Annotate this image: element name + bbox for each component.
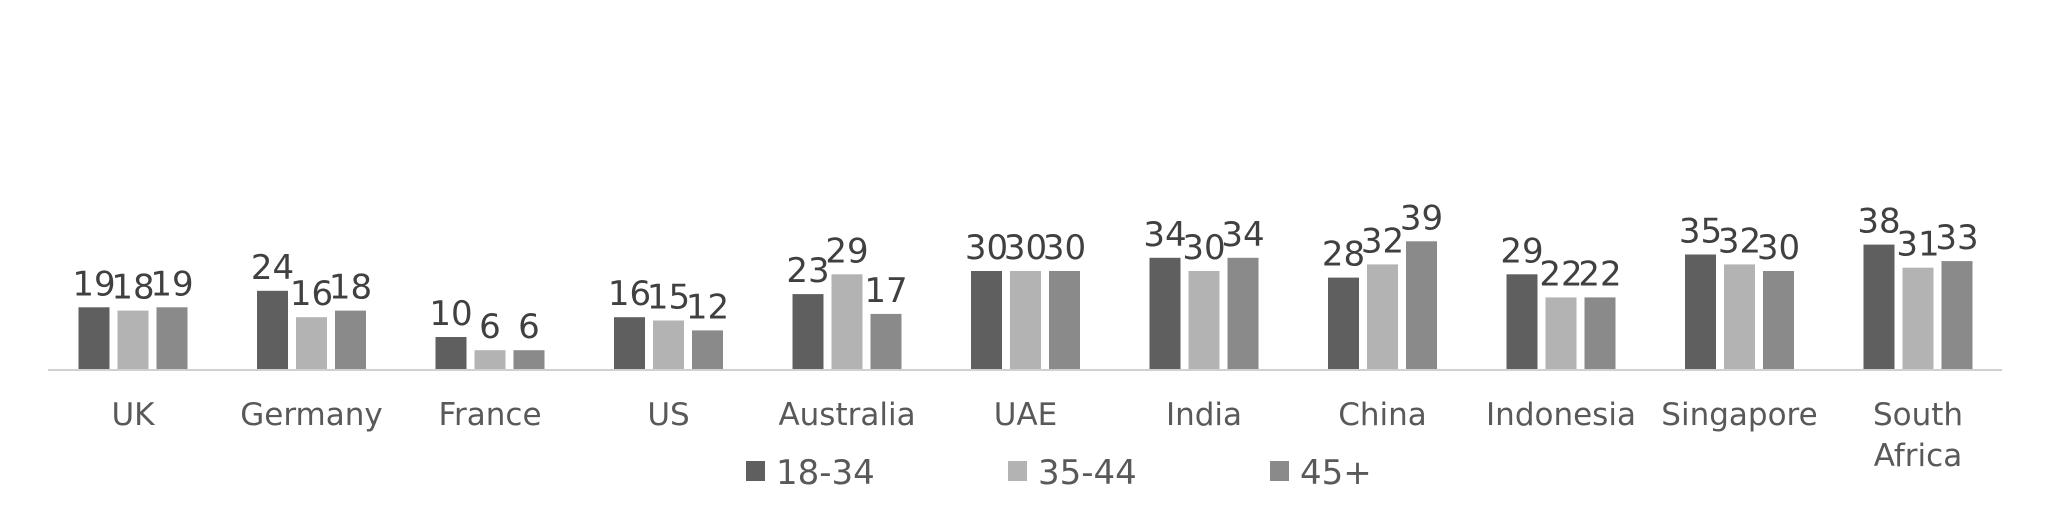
category-label: South Africa [1873, 397, 1963, 474]
data-label: 10 [429, 294, 472, 334]
data-label: 29 [825, 231, 868, 271]
data-label: 12 [686, 287, 729, 327]
category-label: Australia [778, 397, 915, 433]
data-label: 22 [1578, 254, 1621, 294]
bar-uae-45- [1049, 271, 1080, 370]
category-label: China [1338, 397, 1427, 433]
data-label: 30 [1757, 228, 1800, 268]
bars-layer [78, 241, 1973, 370]
data-label: 6 [479, 307, 501, 347]
bar-australia-35-44 [831, 274, 863, 370]
category-label: US [647, 397, 689, 433]
bar-uae-18-34 [971, 271, 1002, 370]
bar-germany-45- [335, 310, 366, 370]
bar-france-35-44 [474, 350, 506, 370]
data-label: 16 [290, 274, 333, 314]
category-label: Singapore [1661, 397, 1817, 433]
category-labels-layer: UK Germany France US Australia UAE India China I… [111, 397, 1963, 474]
data-label: 32 [1718, 221, 1761, 261]
legend-label: 35-44 [1038, 453, 1137, 493]
data-label: 30 [1043, 228, 1086, 268]
bar-australia-45- [870, 313, 902, 370]
bar-indonesia-45- [1584, 297, 1616, 370]
bar-india-18-34 [1149, 257, 1181, 370]
data-label: 30 [965, 228, 1008, 268]
data-label: 15 [647, 278, 690, 318]
category-label: UK [111, 397, 155, 433]
data-label: 30 [1004, 228, 1047, 268]
bar-germany-35-44 [296, 317, 327, 370]
data-label: 31 [1896, 225, 1939, 265]
data-label: 23 [786, 251, 829, 291]
data-label: 39 [1400, 198, 1443, 238]
bar-uk-45- [156, 307, 188, 370]
bar-us-35-44 [653, 320, 684, 370]
bar-germany-18-34 [257, 290, 288, 370]
data-label: 34 [1143, 215, 1186, 255]
bar-south-africa-18-34 [1863, 244, 1895, 370]
bar-australia-18-34 [792, 294, 824, 370]
category-label: UAE [994, 397, 1057, 433]
bar-india-35-44 [1188, 271, 1220, 370]
category-label: Germany [240, 397, 382, 433]
bar-us-45- [692, 330, 723, 370]
bar-south-africa-45- [1941, 261, 1973, 370]
bar-singapore-18-34 [1685, 254, 1716, 370]
data-label: 35 [1679, 212, 1722, 252]
data-label: 18 [329, 268, 372, 308]
data-label: 17 [864, 271, 907, 311]
data-label: 34 [1221, 215, 1264, 255]
data-label: 28 [1322, 235, 1365, 275]
data-label: 24 [251, 248, 294, 288]
data-label: 22 [1539, 254, 1582, 294]
data-label: 16 [608, 274, 651, 314]
legend-swatch [1270, 461, 1289, 481]
bar-indonesia-35-44 [1545, 297, 1577, 370]
bar-singapore-35-44 [1724, 264, 1755, 370]
data-label: 18 [111, 268, 154, 308]
bar-us-18-34 [614, 317, 645, 370]
data-label: 38 [1857, 202, 1900, 242]
legend-swatch [746, 461, 765, 481]
bar-south-africa-35-44 [1902, 267, 1934, 370]
data-label: 6 [518, 307, 540, 347]
bar-singapore-45- [1763, 271, 1794, 370]
bar-china-18-34 [1328, 277, 1359, 370]
data-label: 29 [1500, 231, 1543, 271]
category-label: Indonesia [1486, 397, 1636, 433]
bar-india-45- [1227, 257, 1259, 370]
legend-label: 45+ [1300, 453, 1372, 493]
bar-france-45- [513, 350, 545, 370]
bar-uk-35-44 [117, 310, 149, 370]
legend-label: 18-34 [776, 453, 875, 493]
data-label: 19 [150, 264, 193, 304]
data-label: 19 [72, 264, 115, 304]
bar-indonesia-18-34 [1506, 274, 1538, 370]
bar-china-45- [1406, 241, 1437, 370]
category-label: India [1166, 397, 1242, 433]
legend-swatch [1008, 461, 1027, 481]
bar-uae-35-44 [1010, 271, 1041, 370]
category-label: France [438, 397, 541, 433]
bar-china-35-44 [1367, 264, 1398, 370]
bar-france-18-34 [435, 337, 467, 370]
data-label: 33 [1935, 218, 1978, 258]
data-label: 30 [1182, 228, 1225, 268]
bar-uk-18-34 [78, 307, 110, 370]
data-label: 32 [1361, 221, 1404, 261]
legend: 18-34 35-44 45+ [746, 453, 1372, 493]
